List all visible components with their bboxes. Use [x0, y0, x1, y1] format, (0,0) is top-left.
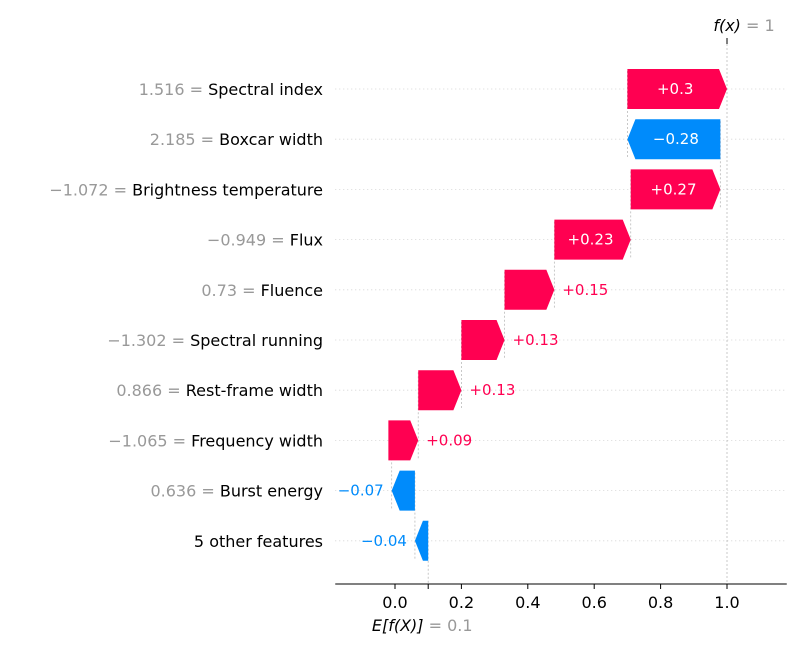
- x-tick-label: 1.0: [714, 593, 739, 612]
- bar-value-label: −0.28: [653, 130, 699, 148]
- bar-value-label: +0.13: [469, 381, 515, 399]
- feature-label: 0.73 = Fluence: [201, 281, 323, 300]
- feature-value: 2.185 =: [150, 130, 219, 149]
- feature-value: 0.866 =: [116, 381, 185, 400]
- feature-value: −1.302 =: [107, 331, 190, 350]
- x-axis: 0.0 0.2 0.4 0.6 0.8 1.0 E[f(X)] = 0.1: [335, 583, 787, 635]
- bar-value-label: +0.13: [513, 331, 559, 349]
- bar-negative: [414, 520, 429, 561]
- bar-value-label: +0.09: [426, 431, 472, 449]
- feature-label: 1.516 = Spectral index: [139, 80, 323, 99]
- bar-negative: [391, 470, 415, 511]
- feature-label: 0.636 = Burst energy: [150, 482, 323, 501]
- bar-value-label: +0.15: [562, 281, 608, 299]
- feature-name: Boxcar width: [219, 130, 323, 149]
- feature-label: 0.866 = Rest-frame width: [116, 381, 323, 400]
- feature-labels-layer: 1.516 = Spectral index 2.185 = Boxcar wid…: [49, 80, 323, 551]
- base-value-label: E[f(X)] = 0.1: [372, 616, 473, 635]
- bar-value-label: −0.07: [338, 482, 384, 500]
- feature-name: Brightness temperature: [132, 180, 323, 199]
- bar-positive: [627, 69, 727, 109]
- bar-value-label: +0.23: [568, 231, 614, 249]
- feature-name: Rest-frame width: [186, 381, 323, 400]
- feature-value: −1.065 =: [108, 431, 191, 450]
- feature-value: 0.636 =: [150, 482, 219, 501]
- feature-label: −0.949 = Flux: [207, 231, 323, 250]
- bar-value-label: +0.27: [651, 180, 697, 198]
- feature-label: 2.185 = Boxcar width: [150, 130, 323, 149]
- bar-positive: [388, 420, 419, 461]
- x-tick-label: 0.0: [382, 593, 407, 612]
- x-tick-label: 0.8: [648, 593, 673, 612]
- fx-label: f(x) = 1: [713, 16, 774, 35]
- bar-positive: [461, 320, 505, 360]
- feature-label: −1.065 = Frequency width: [108, 431, 323, 450]
- x-tick-label: 0.4: [515, 593, 540, 612]
- fx-value-text: = 1: [746, 16, 775, 35]
- bar-positive: [504, 269, 555, 310]
- feature-name: Burst energy: [220, 482, 323, 501]
- base-label-text: E[f(X)]: [372, 616, 429, 635]
- fx-label-text: f(x): [713, 16, 746, 35]
- bar-value-label: +0.3: [657, 80, 693, 98]
- bar-negative: [627, 119, 721, 160]
- bars-layer: +0.3 −0.28 +0.27 +0.23 +0.15 +0.13 +0.13 +0.09 −…: [338, 69, 727, 561]
- bar-positive: [630, 169, 721, 210]
- bar-positive: [418, 370, 462, 411]
- feature-value: 0.73 =: [201, 281, 260, 300]
- top-annotation: f(x) = 1: [713, 16, 775, 44]
- x-tick-label: 0.2: [449, 593, 474, 612]
- feature-label: 5 other features: [194, 532, 323, 551]
- feature-label: −1.072 = Brightness temperature: [49, 180, 323, 199]
- feature-name: Frequency width: [191, 431, 323, 450]
- feature-value: −0.949 =: [207, 231, 290, 250]
- feature-name: 5 other features: [194, 532, 323, 551]
- bar-value-label: −0.04: [361, 532, 407, 550]
- feature-name: Flux: [290, 231, 323, 250]
- feature-name: Fluence: [261, 281, 323, 300]
- feature-label: −1.302 = Spectral running: [107, 331, 323, 350]
- feature-value: 1.516 =: [139, 80, 208, 99]
- feature-name: Spectral index: [208, 80, 323, 99]
- feature-value: −1.072 =: [49, 180, 132, 199]
- base-value-text: = 0.1: [429, 616, 473, 635]
- x-tick-label: 0.6: [581, 593, 606, 612]
- bar-positive: [554, 219, 631, 260]
- feature-name: Spectral running: [190, 331, 323, 350]
